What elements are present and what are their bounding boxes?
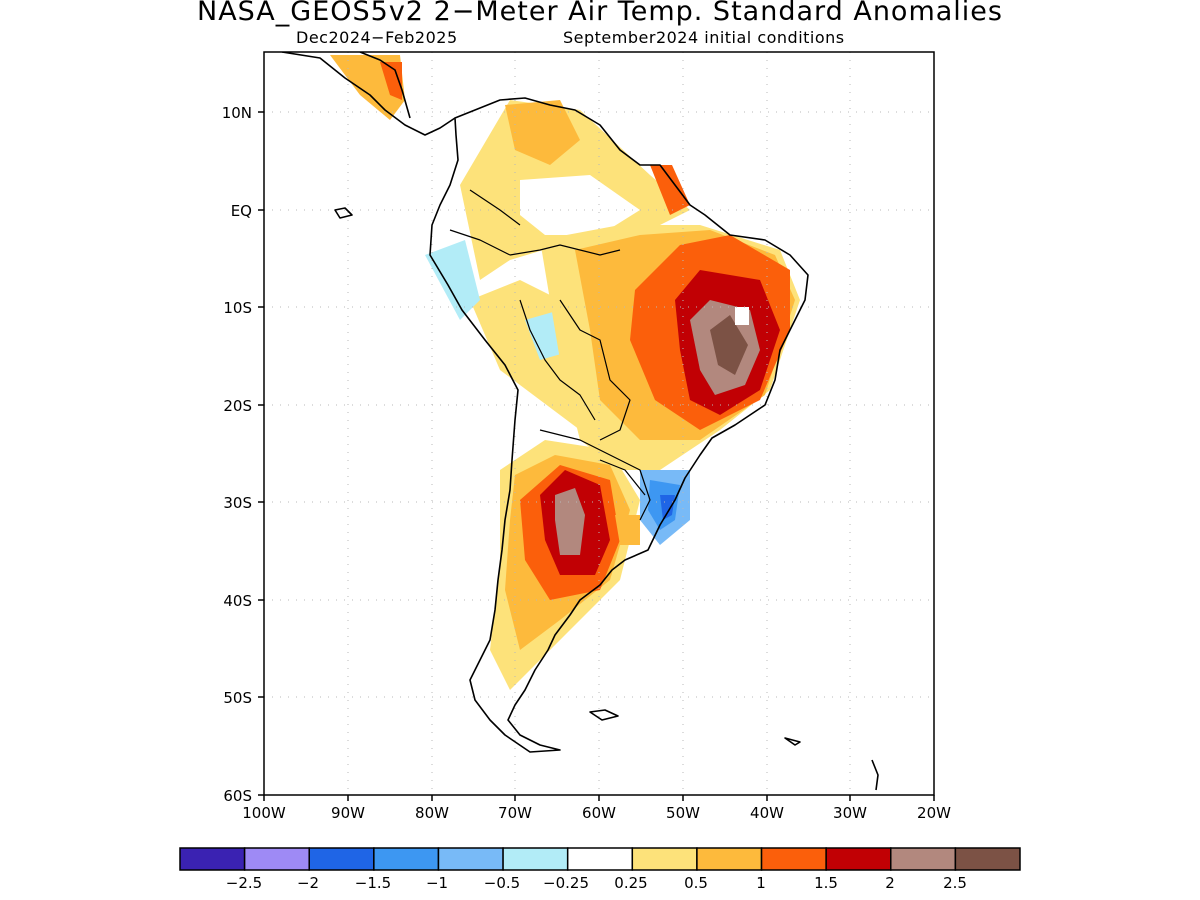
colorbar-label: 0.5 xyxy=(684,874,708,892)
lon-label: 90W xyxy=(331,804,365,822)
shading-uruguay-orange xyxy=(615,515,640,545)
colorbar xyxy=(179,847,1021,871)
colorbar-labels: −2.5 −2 −1.5 −1 −0.5 −0.25 0.25 0.5 1 1.… xyxy=(226,874,967,892)
lat-label: 30S xyxy=(223,494,252,512)
south-america-coast xyxy=(429,97,809,753)
anomaly-field xyxy=(330,55,800,690)
islands-galapagos xyxy=(334,207,353,219)
colorbar-label: 2.5 xyxy=(943,874,967,892)
colorbar-swatch xyxy=(243,847,310,871)
colorbar-label: −1.5 xyxy=(355,874,391,892)
shading-brazil-brown xyxy=(710,315,748,375)
lat-labels: 10N EQ 10S 20S 30S 40S 50S 60S xyxy=(222,104,252,805)
lon-label: 20W xyxy=(917,804,951,822)
central-america-coast xyxy=(281,52,456,136)
lat-label: EQ xyxy=(231,202,252,220)
shading-north-orange xyxy=(505,100,580,165)
colorbar-swatch xyxy=(696,847,763,871)
colorbar-swatch xyxy=(308,847,375,871)
lon-labels: 100W 90W 80W 70W 60W 50W 40W 30W 20W xyxy=(242,804,951,822)
lat-label: 10S xyxy=(223,299,252,317)
map-title: NASA_GEOS5v2 2−Meter Air Temp. Standard … xyxy=(197,0,1003,27)
colorbar-label: −0.5 xyxy=(484,874,520,892)
lon-label: 40W xyxy=(750,804,784,822)
colorbar-label: 1.5 xyxy=(814,874,838,892)
islands-south-georgia xyxy=(784,737,801,746)
shading-guiana-orange xyxy=(650,165,690,215)
shading-white-amazon xyxy=(520,175,640,235)
colorbar-swatch xyxy=(566,847,634,871)
forecast-period: Dec2024−Feb2025 xyxy=(296,28,458,47)
islands-south-sandwich xyxy=(871,759,879,791)
shading-argentina-rose xyxy=(555,488,585,555)
colorbar-swatch xyxy=(825,847,892,871)
lon-label: 100W xyxy=(242,804,286,822)
colorbar-swatch xyxy=(760,847,827,871)
colorbar-swatch xyxy=(437,847,504,871)
lon-label: 80W xyxy=(415,804,449,822)
coastlines xyxy=(281,52,879,791)
colorbar-label: 2 xyxy=(885,874,895,892)
country-borders xyxy=(449,189,651,521)
shading-peru-blue xyxy=(425,240,480,320)
colorbar-label: −1 xyxy=(426,874,448,892)
initial-conditions: September2024 initial conditions xyxy=(563,28,845,47)
lat-label: 50S xyxy=(223,689,252,707)
caribbean-coast xyxy=(359,52,411,119)
lat-label: 10N xyxy=(222,104,252,122)
lat-label: 40S xyxy=(223,592,252,610)
colorbar-swatch xyxy=(179,847,246,871)
colorbar-label: −2 xyxy=(297,874,319,892)
colorbar-label: 1 xyxy=(756,874,766,892)
colorbar-swatch xyxy=(502,847,569,871)
lat-label: 60S xyxy=(223,787,252,805)
colorbar-label: −0.25 xyxy=(543,874,589,892)
lon-label: 30W xyxy=(833,804,867,822)
lat-label: 20S xyxy=(223,397,252,415)
shading-missing-cell xyxy=(735,307,749,325)
shading-central-america-red xyxy=(380,62,402,100)
lon-label: 70W xyxy=(498,804,532,822)
colorbar-swatch xyxy=(373,847,440,871)
islands-falklands xyxy=(589,709,619,721)
axis-ticks xyxy=(258,111,935,801)
colorbar-swatch xyxy=(631,847,698,871)
colorbar-swatch xyxy=(890,847,957,871)
lon-label: 60W xyxy=(582,804,616,822)
colorbar-label: 0.25 xyxy=(614,874,647,892)
colorbar-label: −2.5 xyxy=(226,874,262,892)
colorbar-swatch xyxy=(954,847,1021,871)
shading-sbrazil-darkblue xyxy=(660,495,675,520)
lon-label: 50W xyxy=(666,804,700,822)
